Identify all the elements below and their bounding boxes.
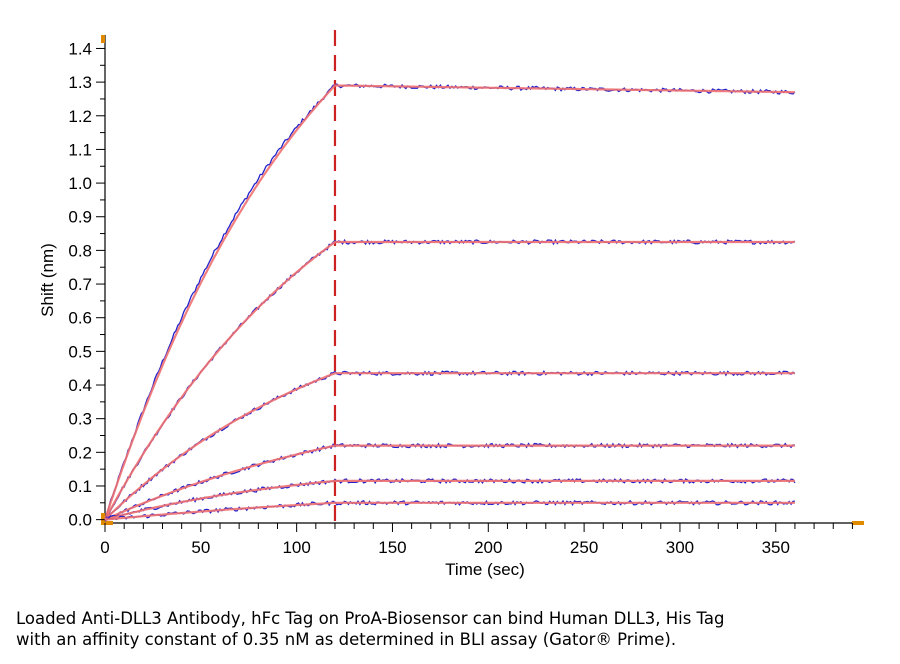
x-tick-label: 200	[474, 538, 502, 557]
fit-curve	[104, 444, 795, 521]
x-tick-label: 350	[762, 538, 790, 557]
y-tick-label: 0.0	[68, 511, 92, 530]
y-tick-label: 0.4	[68, 376, 92, 395]
measured-curve	[104, 238, 796, 520]
x-tick-label: 300	[666, 538, 694, 557]
y-tick-label: 0.6	[68, 309, 92, 328]
y-tick-label: 0.1	[68, 477, 92, 496]
caption-line-1: Loaded Anti-DLL3 Antibody, hFc Tag on Pr…	[16, 609, 725, 628]
fit-curve	[104, 240, 795, 521]
x-tick-label: 0	[100, 538, 109, 557]
y-tick-label: 0.3	[68, 410, 92, 429]
y-tick-label: 1.3	[68, 73, 92, 92]
fit-curve	[104, 479, 795, 521]
y-tick-label: 1.4	[68, 39, 92, 58]
y-tick-label: 1.0	[68, 174, 92, 193]
x-tick-label: 150	[378, 538, 406, 557]
x-tick-label: 250	[570, 538, 598, 557]
y-axis-title: Shift (nm)	[38, 243, 57, 317]
y-tick-label: 1.2	[68, 107, 92, 126]
x-axis-title: Time (sec)	[445, 560, 525, 579]
plot-area	[103, 30, 796, 523]
measured-curve	[104, 83, 796, 520]
y-tick-label: 1.1	[68, 140, 92, 159]
axes: 0 50 100 150 200 250 300 350 0.0 0.1 0.2 0.3 0.4 0.5 0…	[68, 35, 864, 557]
measured-curve	[104, 477, 796, 521]
fit-curve	[103, 84, 795, 520]
y-tick-label: 0.5	[68, 342, 92, 361]
x-tick-label: 50	[191, 538, 210, 557]
figure-caption: Loaded Anti-DLL3 Antibody, hFc Tag on Pr…	[16, 608, 886, 650]
y-tick-label: 0.8	[68, 241, 92, 260]
y-tick-label: 0.2	[68, 443, 92, 462]
y-tick-label: 0.7	[68, 275, 92, 294]
x-tick-label: 100	[282, 538, 310, 557]
fit-curve	[104, 372, 795, 521]
binding-kinetics-chart: 0 50 100 150 200 250 300 350 0.0 0.1 0.2 0.3 0.4 0.5 0…	[38, 30, 864, 579]
caption-line-2: with an affinity constant of 0.35 nM as …	[16, 630, 677, 649]
fit-curve	[104, 501, 795, 521]
y-tick-label: 0.9	[68, 208, 92, 227]
